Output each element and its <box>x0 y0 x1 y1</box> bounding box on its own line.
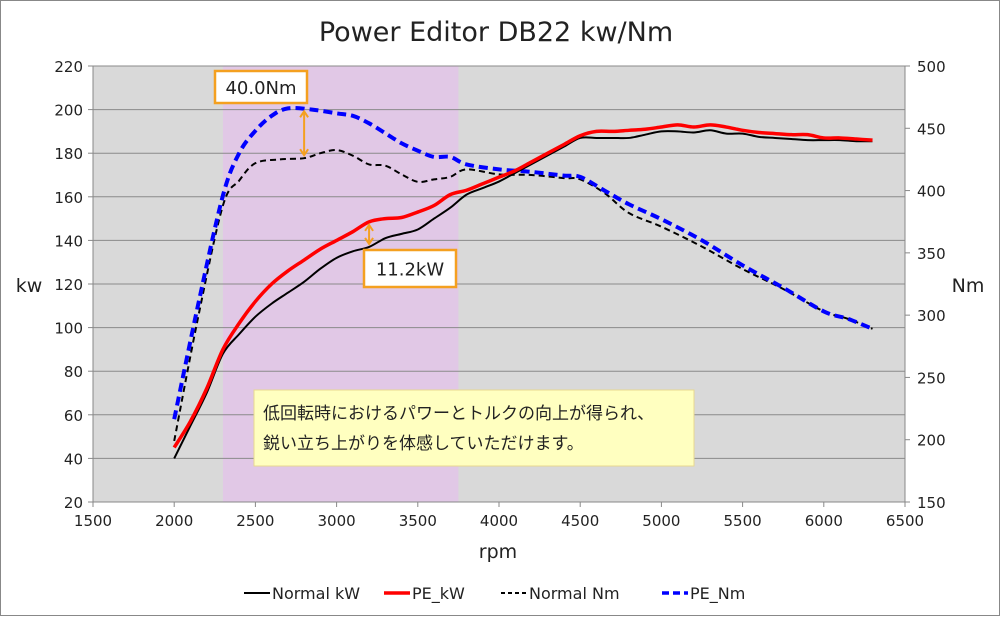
annotation-label: 40.0Nm <box>225 78 296 99</box>
y2-axis-label: Nm <box>952 275 985 297</box>
x-tick-label: 4000 <box>480 512 518 530</box>
note-box: 低回転時におけるパワーとトルクの向上が得られ、 鋭い立ち上がりを体感していただけ… <box>253 389 695 467</box>
legend-label: PE_Nm <box>690 584 745 604</box>
y-tick-label: 20 <box>64 494 83 512</box>
y2-tick-label: 300 <box>917 307 946 325</box>
x-tick-label: 2000 <box>155 512 193 530</box>
annotation-box <box>362 248 458 289</box>
x-tick-label: 1500 <box>74 512 112 530</box>
y2-tick-label: 500 <box>917 58 946 76</box>
arrow-head-down-icon <box>364 237 374 246</box>
x-tick-label: 6500 <box>886 512 924 530</box>
arrow-head-down-icon <box>299 148 309 157</box>
annotation-box <box>213 69 309 105</box>
chart-title: Power Editor DB22 kw/Nm <box>319 17 673 48</box>
y-tick-label: 140 <box>54 232 83 250</box>
x-tick-label: 3500 <box>399 512 437 530</box>
series-line-normal-nm <box>173 149 873 442</box>
legend-label: PE_kW <box>412 584 465 604</box>
x-tick-label: 4500 <box>561 512 599 530</box>
note-line-2: 鋭い立ち上がりを体感していただけます。 <box>263 434 584 454</box>
y-tick-label: 120 <box>54 276 83 294</box>
x-tick-label: 5000 <box>642 512 680 530</box>
x-tick-label: 3000 <box>318 512 356 530</box>
y2-tick-label: 150 <box>917 494 946 512</box>
x-tick-label: 5500 <box>724 512 762 530</box>
x-tick-label: 2500 <box>236 512 274 530</box>
annotation-label: 11.2kW <box>376 260 445 281</box>
y-tick-label: 40 <box>64 450 83 468</box>
y-tick-label: 60 <box>64 407 83 425</box>
arrow-head-up-icon <box>299 109 309 118</box>
series-line-pe-nm <box>172 105 874 420</box>
y-tick-label: 200 <box>54 102 83 120</box>
y-tick-label: 80 <box>64 363 83 381</box>
y-axis-label: kw <box>16 275 43 297</box>
arrow-head-up-icon <box>364 223 374 232</box>
x-tick-label: 6000 <box>805 512 843 530</box>
y-tick-label: 160 <box>54 189 83 207</box>
y2-tick-label: 400 <box>917 183 946 201</box>
legend-label: Normal Nm <box>529 584 620 603</box>
legend-label: Normal kW <box>272 584 360 603</box>
y2-tick-label: 350 <box>917 245 946 263</box>
y-tick-label: 100 <box>54 320 83 338</box>
y-tick-label: 220 <box>54 58 83 76</box>
series-line-pe-kw <box>172 123 873 449</box>
y-tick-label: 180 <box>54 145 83 163</box>
x-axis-label: rpm <box>479 541 517 563</box>
y2-tick-label: 450 <box>917 120 946 138</box>
y2-tick-label: 250 <box>917 369 946 387</box>
legend: Normal kW PE_kW Normal Nm PE_Nm <box>244 584 745 604</box>
note-line-1: 低回転時におけるパワーとトルクの向上が得られ、 <box>263 404 654 424</box>
series-line-normal-kw <box>173 129 873 459</box>
y2-tick-label: 200 <box>917 432 946 450</box>
